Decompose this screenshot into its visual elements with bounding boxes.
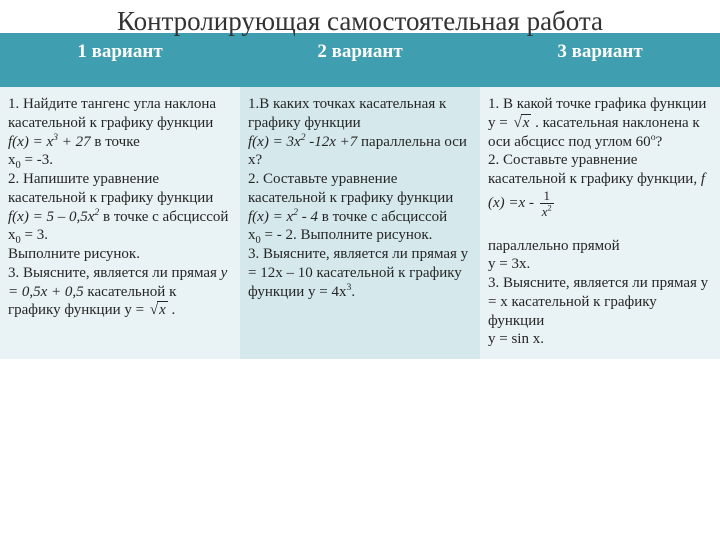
v1-task2-intro: 2. Напишите уравнение касательной к граф… (8, 171, 213, 206)
v2-task3-dot: . (351, 284, 355, 300)
worksheet-table: 1 вариант 2 вариант 3 вариант 1. Найдите… (0, 33, 720, 359)
col-header-1: 1 вариант (0, 33, 240, 87)
v2-task2-fx: f(x) = x (248, 209, 293, 225)
sqrt-x-icon: x (511, 114, 531, 133)
v1-task1-x0: x (8, 152, 16, 168)
v2-task3-intro: 3. Выясните, является ли прямая y = 12x … (248, 246, 468, 300)
v2-task1-fxa: f(x) = 3x (248, 134, 301, 150)
v1-task1-fx: f(x) = x (8, 134, 53, 150)
v2-task2-rest: - 4 (298, 209, 318, 225)
v1-task1-rest: + 27 (58, 134, 91, 150)
v3-task2-parallel: параллельно прямой (488, 238, 620, 254)
v1-task1-tail: в точке (91, 134, 140, 150)
v2-task1-intro: 1.В каких точках касательная к графику ф… (248, 96, 446, 131)
variant-3-cell: 1. В какой точке графика функции y = x .… (480, 87, 720, 359)
v1-task2-draw: Выполните рисунок. (8, 246, 140, 262)
v3-task3-fn: y = sin x. (488, 331, 544, 347)
v1-task1-intro: 1. Найдите тангенс угла наклона касатель… (8, 96, 216, 131)
v2-task2-x0-eq: = - 2. Выполните рисунок. (261, 227, 433, 243)
v2-task2-tail: в точке с абсциссой (318, 209, 447, 225)
v1-task1-x0-eq: = -3. (21, 152, 53, 168)
v3-task2-minus: - (525, 195, 538, 211)
v3-task3-intro: 3. Выясните, является ли прямая y = x ка… (488, 275, 708, 329)
v2-task1-mid: -12x +7 (305, 134, 357, 150)
v3-task2-intro: 2. Составьте уравнение касательной к гра… (488, 152, 701, 187)
v3-task1-q: ? (656, 134, 663, 150)
v1-task2-x0-eq: = 3. (21, 227, 48, 243)
variant-2-cell: 1.В каких точках касательная к графику ф… (240, 87, 480, 359)
v2-task2-x0: x (248, 227, 256, 243)
v1-task3-dot: . (168, 302, 176, 318)
fraction-icon: 1x2 (540, 189, 554, 218)
sqrt-x-icon: x (148, 301, 168, 320)
col-header-3: 3 вариант (480, 33, 720, 87)
v1-task3-intro: 3. Выясните, является ли прямая (8, 265, 221, 281)
col-header-2: 2 вариант (240, 33, 480, 87)
v1-task2-fx: f(x) = 5 – 0,5x (8, 209, 94, 225)
v2-task2-intro: 2. Составьте уравнение касательной к гра… (248, 171, 453, 206)
v3-task2-line: y = 3x. (488, 256, 530, 272)
page-title: Контролирующая самостоятельная работа (0, 0, 720, 37)
variant-1-cell: 1. Найдите тангенс угла наклона касатель… (0, 87, 240, 359)
